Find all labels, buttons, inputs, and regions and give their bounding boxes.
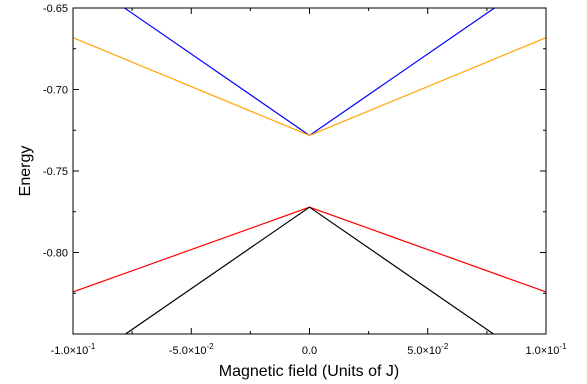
series-line-3 [73,206,546,293]
plot-frame [72,7,547,335]
ticks-layer: -1.0×10-1 -5.0×10-2 0.0 5.0×10-2 1.0×10-1 -0.… [43,3,567,357]
x-tick-label: -5.0×10-2 [169,342,214,357]
series-line-1 [123,8,496,137]
series-line-4 [124,206,495,334]
y-tick-label: -0.80 [43,248,68,260]
x-axis-title: Magnetic field (Units of J) [219,363,400,380]
y-tick-label: -0.75 [43,166,68,178]
x-tick-label: -1.0×10-1 [51,342,96,357]
y-tick-label: -0.65 [43,3,68,15]
x-tick-label: 5.0×10-2 [407,342,449,357]
x-tick-label: 0.0 [302,345,317,357]
series-layer [73,8,546,334]
y-axis-title: Energy [17,146,34,197]
y-tick-label: -0.70 [43,85,68,97]
x-tick-label: 1.0×10-1 [525,342,567,357]
series-line-2 [73,37,546,137]
